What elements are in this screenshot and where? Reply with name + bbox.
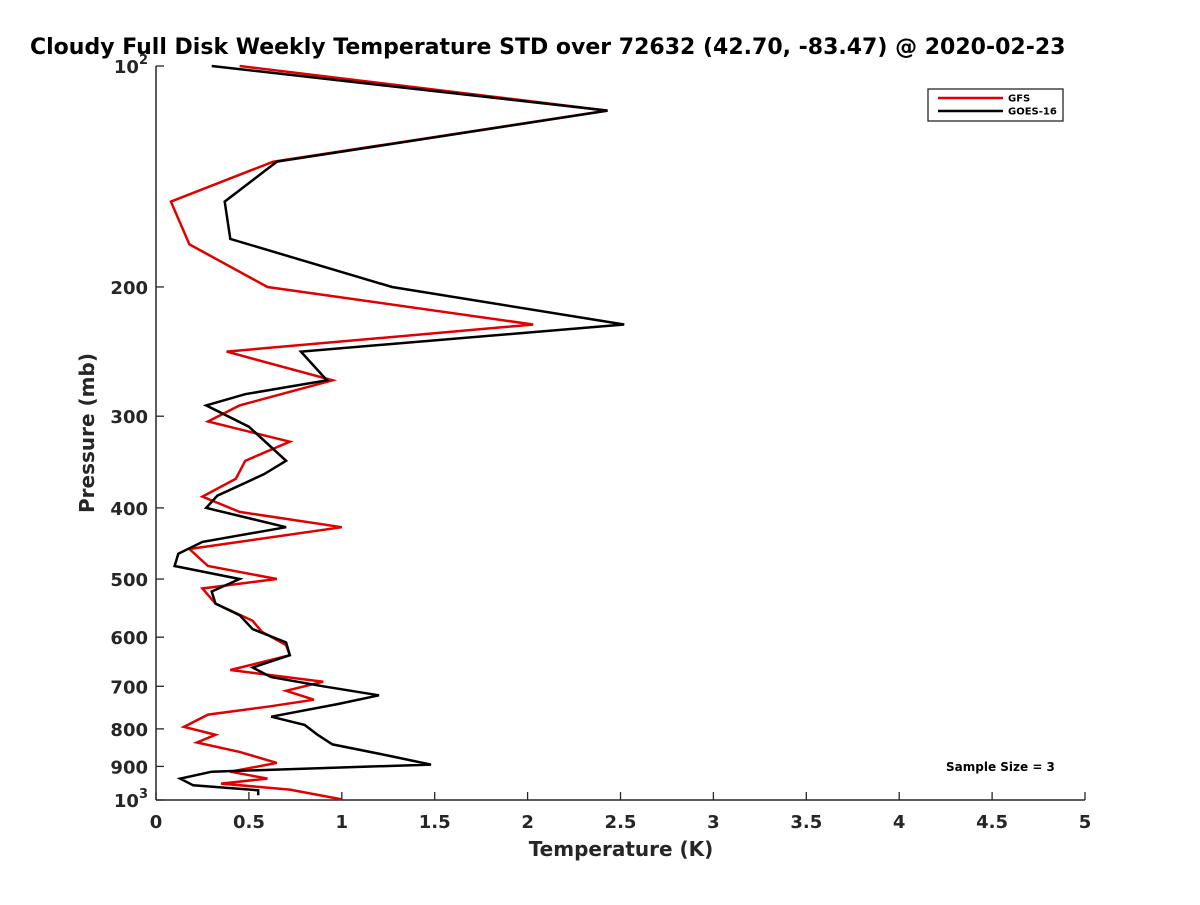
- x-axis-label: Temperature (K): [529, 837, 714, 861]
- y-tick-label: 102: [114, 53, 148, 78]
- legend-box: [927, 88, 1064, 122]
- y-tick-label: 300: [110, 407, 148, 428]
- x-tick-label: 3.5: [790, 812, 822, 833]
- x-tick-label: 5: [1079, 812, 1092, 833]
- y-tick-label: 500: [110, 570, 148, 591]
- y-tick-label: 800: [110, 720, 148, 741]
- series-line-goes-16: [173, 64, 625, 796]
- x-tick-label: 1.5: [419, 812, 451, 833]
- chart-title: Cloudy Full Disk Weekly Temperature STD …: [30, 35, 1065, 60]
- x-tick-label: 1: [336, 812, 349, 833]
- legend: GFS GOES-16: [927, 88, 1064, 122]
- y-tick-label: 600: [110, 628, 148, 649]
- series-layer: [169, 64, 625, 801]
- x-tick-label: 0: [150, 812, 163, 833]
- x-tick-label: 4: [893, 812, 906, 833]
- y-tick-label: 400: [110, 499, 148, 520]
- x-tick-label: 4.5: [976, 812, 1008, 833]
- y-tick-label: 700: [110, 677, 148, 698]
- y-tick-label: 900: [110, 757, 148, 778]
- x-tick-label: 2.5: [605, 812, 637, 833]
- y-axis-label: Pressure (mb): [75, 353, 99, 513]
- x-tick-label: 2: [521, 812, 534, 833]
- sample-size-annotation: Sample Size = 3: [946, 760, 1055, 774]
- x-tick-label: 3: [707, 812, 720, 833]
- legend-label: GFS: [1008, 94, 1030, 105]
- series-line-gfs: [169, 64, 608, 801]
- axes: 0 0.5 1 1.5 2 2.5 3 3.5 4 4.5 5 102 200 300 400 500 600 7…: [110, 53, 1091, 833]
- x-tick-label: 0.5: [233, 812, 265, 833]
- y-tick-label: 200: [110, 278, 148, 299]
- y-tick-label: 103: [114, 787, 148, 812]
- legend-label: GOES-16: [1008, 107, 1057, 118]
